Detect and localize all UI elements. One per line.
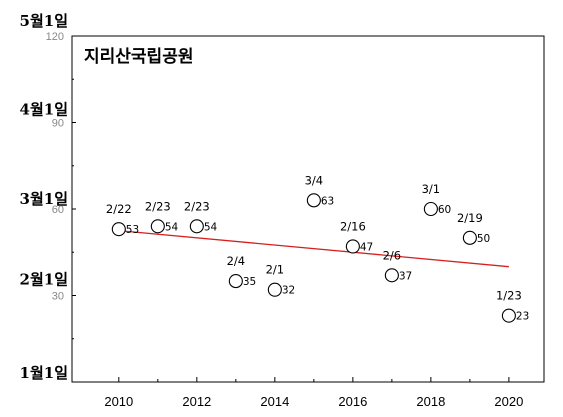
data-point-value-label: 32 [282,285,295,297]
data-point-value-label: 54 [204,221,218,233]
data-point [501,308,516,323]
data-point-value-label: 50 [477,233,490,245]
x-tick-label: 2012 [182,394,211,409]
data-point-date-label: 3/4 [305,173,324,187]
data-points: 53 2/22 54 2/23 54 2/23 35 2/4 32 2/1 63 3/4 47 2/16 3… [106,173,529,323]
trendline [118,229,509,268]
data-point-date-label: 2/6 [383,248,402,262]
data-point-date-label: 2/22 [106,202,132,216]
data-point [189,219,204,234]
data-point-date-label: 2/1 [266,263,285,277]
month-label: 3월1일 [20,190,68,208]
data-point-value-label: 53 [126,224,139,236]
data-point-value-label: 60 [438,204,451,216]
chart-title: 지리산국립공원 [84,47,193,67]
data-point-value-label: 35 [243,276,256,288]
data-point-date-label: 1/23 [496,289,522,303]
data-point-date-label: 2/4 [227,254,246,268]
data-point-value-label: 54 [165,221,179,233]
data-point-value-label: 47 [360,241,373,253]
data-point [150,219,165,234]
data-point [111,222,126,237]
data-point-value-label: 63 [321,195,334,207]
y-tick-label: 120 [46,31,64,43]
month-label: 2월1일 [20,271,68,289]
x-tick-label: 2010 [104,394,133,409]
data-point [345,239,360,254]
data-point [228,274,243,289]
data-point [423,201,438,217]
x-tick-label: 2016 [338,394,367,409]
data-point-value-label: 23 [516,311,529,323]
x-axis-ticks: 2010 2012 2014 2016 2018 2020 [104,377,523,409]
month-labels: 1월1일 2월1일 3월1일 4월1일 5월1일 [20,12,68,382]
data-point-value-label: 37 [399,270,412,282]
data-point [384,268,399,283]
data-point [306,193,321,208]
trendline-group [118,229,509,268]
x-tick-label: 2018 [416,394,445,409]
data-point-date-label: 2/23 [184,199,210,213]
x-tick-label: 2020 [494,394,523,409]
month-label: 5월1일 [20,12,68,30]
data-point-date-label: 3/1 [422,182,441,196]
x-tick-label: 2014 [260,394,289,409]
y-tick-label: 30 [52,291,64,303]
plot-area-frame [71,35,545,383]
data-point-date-label: 2/16 [340,219,366,233]
month-label: 4월1일 [20,101,68,119]
data-point [462,230,477,245]
data-point-date-label: 2/19 [457,211,483,225]
y-tick-label: 60 [52,204,64,216]
data-point-date-label: 2/23 [145,199,171,213]
month-label: 1월1일 [20,364,68,382]
data-point [267,282,282,297]
y-axis-ticks: 30 60 90 120 [46,31,76,340]
y-tick-label: 90 [52,118,64,130]
